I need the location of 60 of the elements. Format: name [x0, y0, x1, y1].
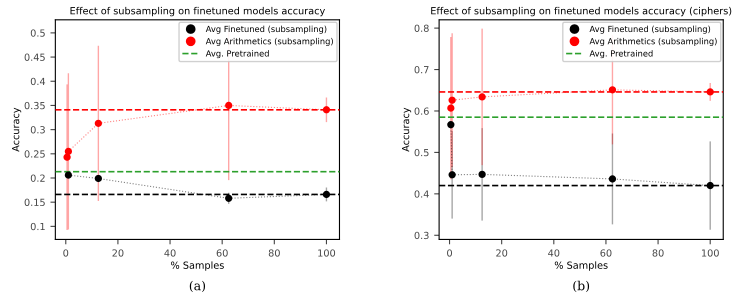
y-tick-label: 0.1 — [30, 222, 45, 230]
point — [225, 194, 232, 202]
x-tick-label: 40 — [164, 249, 176, 257]
y-tick-label: 0.2 — [30, 174, 45, 182]
chart-title: Effect of subsampling on finetuned models accuracy (ciphers) — [431, 6, 732, 16]
point — [706, 182, 714, 190]
legend-label: Avg Finetuned (subsampling) — [206, 26, 326, 34]
y-tick-label: 0.4 — [30, 78, 46, 86]
point — [448, 96, 456, 104]
point — [64, 148, 72, 156]
y-tick-label: 0.8 — [414, 24, 429, 32]
y-tick-label: 0.5 — [30, 29, 45, 37]
y-tick-label: 0.15 — [24, 198, 45, 206]
point — [478, 170, 486, 178]
point — [447, 104, 454, 112]
x-tick-label: 60 — [600, 249, 612, 257]
chart-title: Effect of subsampling on finetuned models accuracy — [70, 6, 325, 16]
x-tick-label: 40 — [548, 249, 560, 257]
x-axis-title: % Samples — [554, 261, 608, 271]
y-tick-label: 0.25 — [24, 150, 45, 158]
y-tick-label: 0.5 — [414, 148, 429, 156]
point — [64, 171, 72, 179]
point — [322, 190, 330, 198]
point — [478, 93, 486, 101]
point — [322, 106, 330, 114]
legend-label: Avg Finetuned (subsampling) — [590, 26, 710, 34]
y-tick-label: 0.7 — [414, 66, 429, 74]
legend-label: Avg Arithmetics (subsampling) — [590, 38, 717, 46]
x-tick-label: 0 — [63, 249, 68, 257]
point — [94, 174, 102, 182]
text: (a) — [190, 280, 206, 292]
x-tick-label: 100 — [702, 249, 719, 257]
text: (b) — [573, 280, 590, 292]
point — [225, 102, 232, 110]
point — [608, 86, 616, 94]
point — [706, 88, 714, 96]
x-tick-label: 100 — [318, 249, 336, 257]
x-axis-title: % Samples — [171, 261, 224, 271]
x-tick-label: 60 — [216, 249, 228, 257]
x-tick-label: 80 — [268, 249, 280, 257]
point — [94, 120, 102, 127]
point — [608, 175, 616, 183]
point — [447, 121, 454, 128]
legend-label: Avg. Pretrained — [590, 50, 652, 58]
y-tick-label: 0.35 — [24, 102, 45, 110]
y-axis-title: Accuracy — [12, 108, 22, 152]
x-tick-label: 20 — [112, 249, 124, 257]
y-tick-label: 0.6 — [414, 107, 429, 115]
legend-label: Avg Arithmetics (subsampling) — [206, 38, 333, 46]
y-axis-title: Accuracy — [402, 108, 412, 152]
x-tick-label: 0 — [447, 249, 452, 257]
legend-label: Avg. Pretrained — [206, 50, 269, 58]
point — [448, 171, 456, 178]
y-tick-label: 0.45 — [24, 54, 45, 61]
point — [63, 154, 71, 161]
x-tick-label: 20 — [496, 249, 508, 257]
x-tick-label: 80 — [652, 249, 664, 257]
y-tick-label: 0.4 — [414, 190, 429, 198]
y-tick-label: 0.3 — [30, 126, 45, 134]
y-tick-label: 0.3 — [414, 232, 429, 240]
